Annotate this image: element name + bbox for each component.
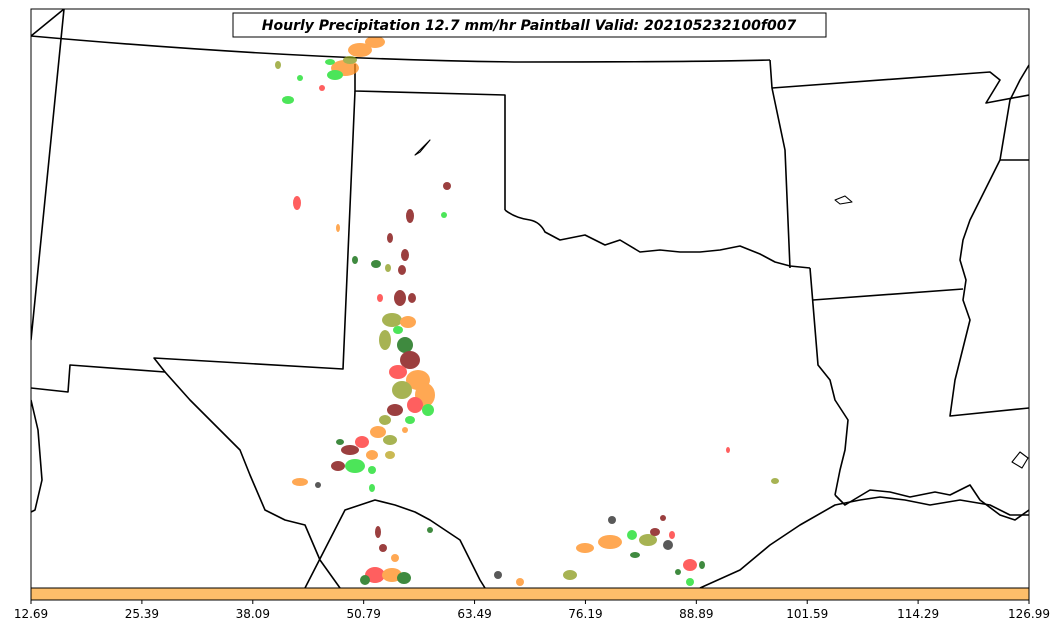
colorbar-tick-label: 38.09 [236, 607, 270, 621]
az-nm-border [31, 9, 65, 341]
colorbar-tick-label: 25.39 [125, 607, 159, 621]
map-title: Hourly Precipitation 12.7 mm/hr Paintbal… [232, 12, 827, 38]
colorbar-tick-label: 12.69 [14, 607, 48, 621]
tx-la-border [809, 267, 849, 496]
colorbar: 12.69 25.39 38.09 50.79 63.49 76.19 88.89 101.5… [14, 587, 1050, 621]
tx-panhandle-top [354, 64, 506, 210]
colorbar-tick-label: 76.19 [568, 607, 602, 621]
ok-ar-border [769, 59, 791, 269]
map-panel: Hourly Precipitation 12.7 mm/hr Paintbal… [30, 8, 1030, 589]
colorbar-tick-label: 101.59 [786, 607, 828, 621]
colorbar-ticks: 12.69 25.39 38.09 50.79 63.49 76.19 88.89 101.5… [14, 600, 1050, 621]
colorbar-tick-label: 114.29 [897, 607, 939, 621]
colorbar-tick-label: 50.79 [346, 607, 380, 621]
louisiana-coast [834, 484, 1029, 521]
mo-ar-border [771, 71, 1029, 104]
gulf-coast [699, 496, 1029, 588]
nm-sw-border [31, 399, 43, 513]
ar-la-border [812, 288, 964, 301]
precip-blobs [275, 36, 779, 586]
red-river [504, 209, 811, 269]
map-title-text: Hourly Precipitation 12.7 mm/hr Paintbal… [262, 18, 797, 34]
mexico-border-south [304, 499, 486, 588]
co-nm-border [31, 9, 65, 37]
colorbar-fill [30, 587, 1030, 601]
ks-ok-border [31, 35, 771, 63]
rio-grande-west [164, 371, 341, 588]
colorbar-tick-label: 126.99 [1008, 607, 1050, 621]
mississippi-river [949, 64, 1029, 417]
colorbar-tick-label: 63.49 [457, 607, 491, 621]
colorbar-tick-label: 88.89 [679, 607, 713, 621]
